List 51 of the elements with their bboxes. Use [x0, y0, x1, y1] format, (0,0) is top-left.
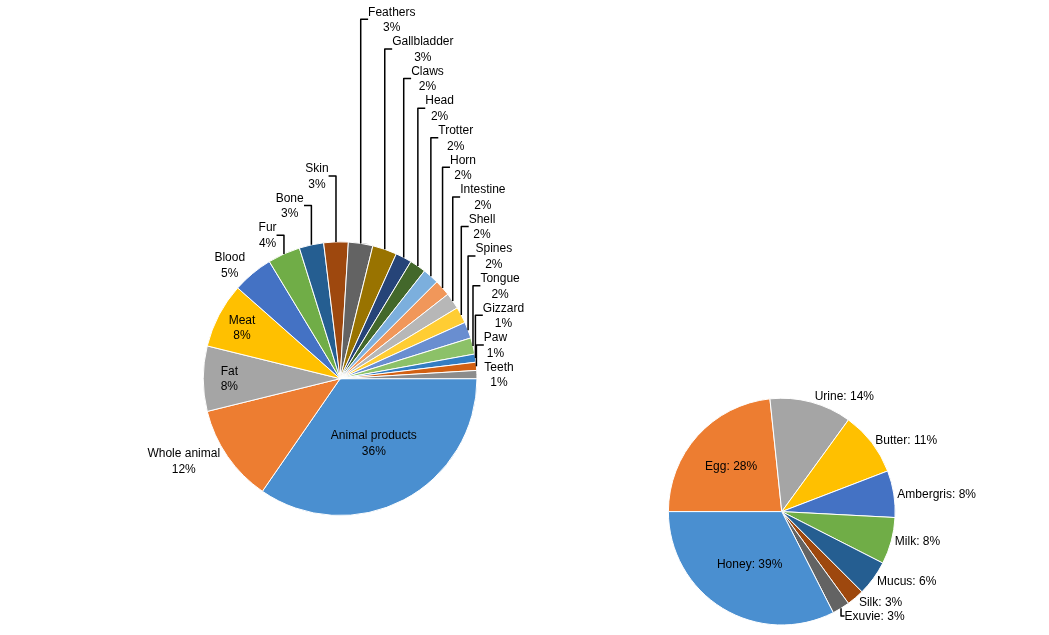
slice-label: Milk: 8%	[894, 534, 941, 549]
slice-label: Skin	[305, 161, 329, 176]
slice-label: Head	[425, 93, 454, 108]
slice-label: Exuvie: 3%	[844, 608, 905, 623]
data-label: 8%	[233, 328, 252, 343]
data-label: 2%	[418, 79, 437, 94]
slice-label: Spines	[475, 241, 513, 256]
slice-label: Gizzard	[482, 300, 525, 315]
slice-label: Urine: 14%	[814, 388, 875, 403]
data-label: 4%	[258, 236, 277, 251]
slice-label: Teeth	[484, 359, 514, 374]
slice-label: Animal products	[330, 428, 417, 443]
data-label: 2%	[473, 227, 492, 242]
data-label: 5%	[221, 265, 239, 280]
data-label: 3%	[308, 176, 326, 191]
slice-label: Silk: 3%	[858, 594, 903, 609]
data-label: 36%	[361, 443, 387, 458]
slice-label: Claws	[411, 63, 444, 78]
data-label: 2%	[447, 138, 465, 153]
slice-label: Egg: 28%	[705, 459, 758, 474]
slice-label: Whole animal	[147, 446, 221, 461]
data-label: 3%	[414, 49, 432, 64]
data-label: 2%	[474, 197, 492, 212]
slice-label: Blood	[214, 250, 246, 265]
slice-label: Ambergris: 8%	[897, 486, 977, 501]
slice-label: Shell	[468, 211, 496, 226]
data-label: 1%	[490, 375, 508, 390]
slice-label: Gallbladder	[392, 34, 454, 49]
data-label: 2%	[491, 286, 510, 301]
slice-label: Fur	[258, 220, 277, 235]
slice-label: Mucus: 6%	[877, 573, 937, 588]
slice-label: Feathers	[368, 4, 416, 19]
slice-label: Horn	[449, 152, 476, 167]
data-label: 1%	[494, 316, 513, 331]
data-label: 3%	[280, 206, 299, 221]
slice-label: Paw	[483, 330, 508, 345]
data-label: 3%	[383, 20, 401, 35]
data-label: 2%	[454, 168, 472, 183]
data-label: 8%	[220, 379, 239, 394]
slice-label: Intestine	[460, 182, 506, 197]
slice-label: Trotter	[438, 122, 474, 137]
slice-label: Butter: 11%	[875, 432, 938, 447]
data-label: 12%	[171, 461, 197, 476]
slice-label: Tongue	[480, 270, 521, 285]
slice-label: Fat	[220, 363, 239, 378]
data-label: 1%	[486, 345, 505, 360]
slice-label: Meat	[228, 312, 257, 327]
slice-label: Bone	[275, 190, 304, 205]
data-label: 2%	[430, 108, 449, 123]
data-label: 2%	[485, 256, 503, 271]
slice-label: Honey: 39%	[716, 556, 783, 571]
